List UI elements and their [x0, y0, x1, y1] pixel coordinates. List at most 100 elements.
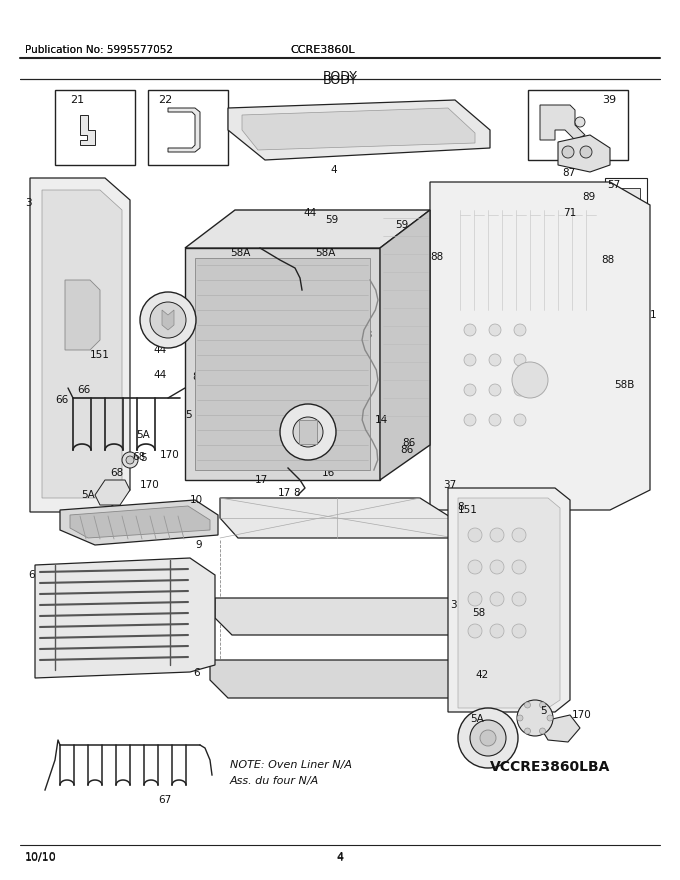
Circle shape	[575, 117, 585, 127]
Text: 5A: 5A	[470, 714, 483, 724]
Text: 16: 16	[322, 468, 335, 478]
Circle shape	[512, 592, 526, 606]
Circle shape	[517, 700, 553, 736]
Text: 44: 44	[153, 370, 166, 380]
Polygon shape	[448, 488, 570, 712]
Text: 86: 86	[402, 438, 415, 448]
Text: 57: 57	[607, 180, 620, 190]
Text: 9: 9	[195, 540, 202, 550]
Text: Publication No: 5995577052: Publication No: 5995577052	[25, 45, 173, 55]
Text: 4: 4	[337, 853, 343, 863]
Text: 39: 39	[602, 95, 616, 105]
Text: 151: 151	[458, 505, 478, 515]
Text: 44: 44	[303, 208, 316, 218]
Text: 5: 5	[540, 706, 547, 716]
Circle shape	[489, 324, 501, 336]
Text: 88: 88	[602, 255, 615, 265]
Circle shape	[514, 384, 526, 396]
Circle shape	[464, 414, 476, 426]
Circle shape	[468, 624, 482, 638]
Text: 29: 29	[316, 428, 329, 438]
Polygon shape	[195, 258, 370, 470]
Text: 3: 3	[450, 600, 457, 610]
Circle shape	[150, 302, 186, 338]
Polygon shape	[458, 498, 560, 708]
Text: 170: 170	[572, 710, 592, 720]
Text: Publication No: 5995577052: Publication No: 5995577052	[25, 45, 173, 55]
Circle shape	[512, 362, 548, 398]
Text: 87: 87	[562, 168, 575, 178]
Text: VCCRE3860LBA: VCCRE3860LBA	[490, 760, 611, 774]
Polygon shape	[30, 178, 130, 512]
Text: 59: 59	[395, 220, 408, 230]
Bar	[605, 178, 647, 216]
Polygon shape	[305, 222, 335, 250]
Text: 170: 170	[140, 480, 160, 490]
Circle shape	[468, 592, 482, 606]
Text: 10/10: 10/10	[25, 853, 56, 863]
Text: 66: 66	[55, 395, 68, 405]
Text: 5: 5	[140, 453, 147, 463]
Text: 68: 68	[132, 452, 146, 462]
Circle shape	[580, 146, 592, 158]
Circle shape	[458, 708, 518, 768]
Circle shape	[122, 452, 138, 468]
Text: 17: 17	[278, 488, 291, 498]
Text: 15: 15	[333, 392, 347, 402]
Text: 1: 1	[650, 310, 657, 320]
Text: CCRE3860L: CCRE3860L	[290, 45, 355, 55]
Text: 58A: 58A	[315, 248, 335, 258]
Text: 5A: 5A	[81, 490, 95, 500]
Circle shape	[512, 624, 526, 638]
Text: 37: 37	[443, 480, 456, 490]
Text: 42: 42	[475, 670, 488, 680]
Text: CCRE3860L: CCRE3860L	[290, 45, 355, 55]
Circle shape	[293, 417, 323, 447]
Circle shape	[547, 715, 553, 721]
Text: 58B: 58B	[615, 380, 635, 390]
Text: 68: 68	[110, 468, 123, 478]
Circle shape	[514, 354, 526, 366]
Polygon shape	[380, 210, 430, 480]
Text: 44: 44	[153, 345, 166, 355]
Polygon shape	[60, 500, 218, 545]
Text: 4: 4	[330, 165, 337, 175]
Polygon shape	[368, 420, 390, 435]
Polygon shape	[35, 558, 215, 678]
Polygon shape	[242, 108, 475, 150]
Circle shape	[489, 354, 501, 366]
Circle shape	[470, 720, 506, 756]
Polygon shape	[65, 280, 100, 350]
Text: 86: 86	[253, 415, 267, 425]
Circle shape	[539, 728, 545, 734]
Text: 6: 6	[28, 570, 35, 580]
Circle shape	[514, 414, 526, 426]
Polygon shape	[228, 100, 490, 160]
Text: 89: 89	[582, 192, 595, 202]
Text: 4: 4	[337, 852, 343, 862]
Text: 18: 18	[360, 330, 373, 340]
Text: 14: 14	[375, 415, 388, 425]
Circle shape	[468, 528, 482, 542]
Polygon shape	[168, 108, 200, 152]
Text: NOTE: Oven Liner N/A: NOTE: Oven Liner N/A	[230, 760, 352, 770]
Polygon shape	[185, 248, 380, 480]
Circle shape	[490, 528, 504, 542]
Polygon shape	[215, 598, 468, 635]
Text: BODY: BODY	[322, 70, 358, 83]
Polygon shape	[398, 428, 418, 440]
Bar	[528, 90, 628, 160]
Text: 8: 8	[457, 502, 464, 512]
Circle shape	[539, 702, 545, 708]
Polygon shape	[540, 105, 585, 140]
Text: 8: 8	[293, 488, 300, 498]
Circle shape	[562, 146, 574, 158]
Circle shape	[480, 730, 496, 746]
Circle shape	[490, 592, 504, 606]
Bar	[610, 188, 640, 210]
Text: BODY: BODY	[322, 74, 358, 87]
Circle shape	[512, 528, 526, 542]
Polygon shape	[558, 135, 610, 172]
Polygon shape	[162, 310, 174, 330]
Polygon shape	[195, 348, 218, 365]
